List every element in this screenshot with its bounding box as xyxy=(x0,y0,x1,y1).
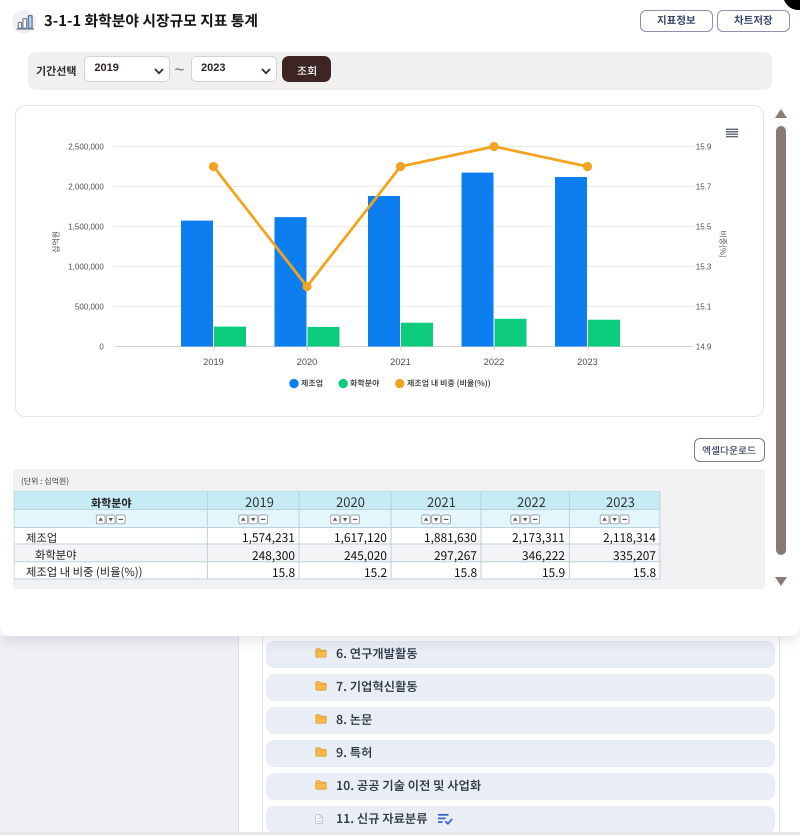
svg-text:2019: 2019 xyxy=(203,357,224,367)
svg-text:2021: 2021 xyxy=(390,357,411,367)
svg-text:15.7: 15.7 xyxy=(696,182,712,191)
svg-text:15.5: 15.5 xyxy=(696,222,712,231)
svg-text:1,000,000: 1,000,000 xyxy=(68,262,104,271)
svg-text:2020: 2020 xyxy=(297,357,318,367)
svg-text:500,000: 500,000 xyxy=(75,302,104,311)
svg-text:2,500,000: 2,500,000 xyxy=(68,142,104,151)
svg-text:15.9: 15.9 xyxy=(696,142,712,151)
svg-text:1,500,000: 1,500,000 xyxy=(68,222,104,231)
svg-text:2,000,000: 2,000,000 xyxy=(68,182,104,191)
svg-text:15.3: 15.3 xyxy=(696,262,712,271)
svg-text:14.9: 14.9 xyxy=(696,342,712,351)
svg-text:0: 0 xyxy=(99,342,104,351)
svg-text:2023: 2023 xyxy=(577,357,598,367)
svg-text:2022: 2022 xyxy=(484,357,505,367)
svg-text:15.1: 15.1 xyxy=(696,302,712,311)
